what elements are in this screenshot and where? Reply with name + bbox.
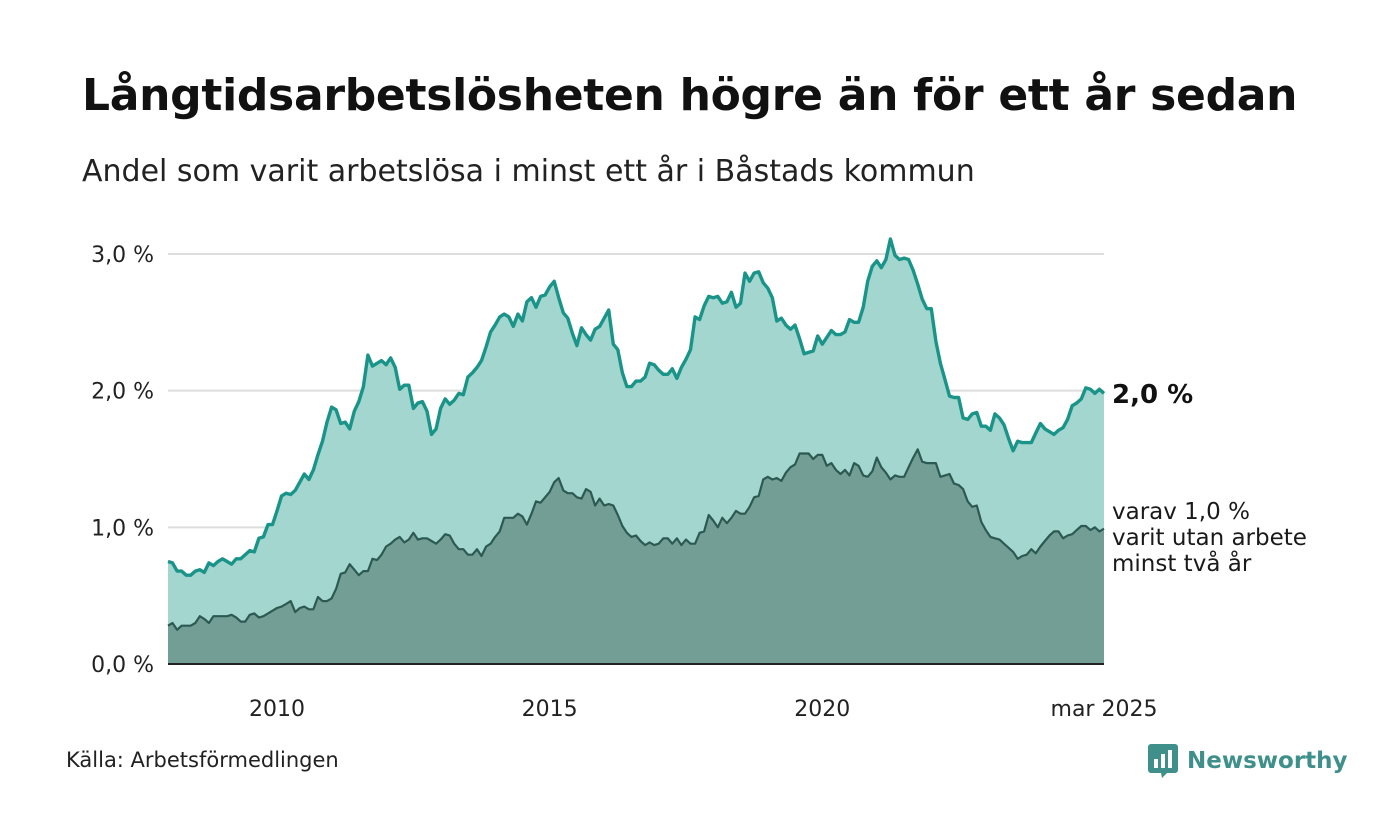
brand-logo[interactable]: Newsworthy [1148,744,1348,778]
chart-subtitle: Andel som varit arbetslösa i minst ett å… [82,154,975,189]
y-tick-label: 0,0 % [91,653,154,678]
x-tick-label: mar 2025 [1051,697,1158,722]
series-1-line [167,237,1106,577]
y-tick-label: 2,0 % [91,380,154,405]
x-tick-label: 2015 [522,697,578,722]
label-layer: 2,0 % varav 1,0 % varit utan arbete mins… [1112,380,1307,577]
x-tick-label: 2010 [249,697,305,722]
source-note: Källa: Arbetsförmedlingen [66,748,339,772]
series-end-label-sub-line-3: minst två år [1112,549,1252,577]
x-tick-label: 2020 [794,697,850,722]
area-chart: 0,0 % 1,0 % 2,0 % 3,0 % 2010 2015 2020 mar 2025… [91,237,1307,722]
series-end-label-main: 2,0 % [1112,380,1193,410]
area-layer [167,237,1106,664]
newsworthy-logo-icon [1148,744,1178,778]
brand-name: Newsworthy [1187,748,1348,774]
chart-title: Långtidsarbetslösheten högre än för ett … [82,70,1298,121]
y-tick-label: 1,0 % [91,516,154,541]
axis-layer: 0,0 % 1,0 % 2,0 % 3,0 % 2010 2015 2020 mar 2025 [91,243,1157,722]
y-tick-label: 3,0 % [91,243,154,268]
series-2-area [168,449,1104,664]
series-end-label-sub-line-1: varav 1,0 % [1112,499,1250,525]
series-end-label-sub-line-2: varit utan arbete [1112,525,1307,551]
series-2-line [167,448,1105,631]
